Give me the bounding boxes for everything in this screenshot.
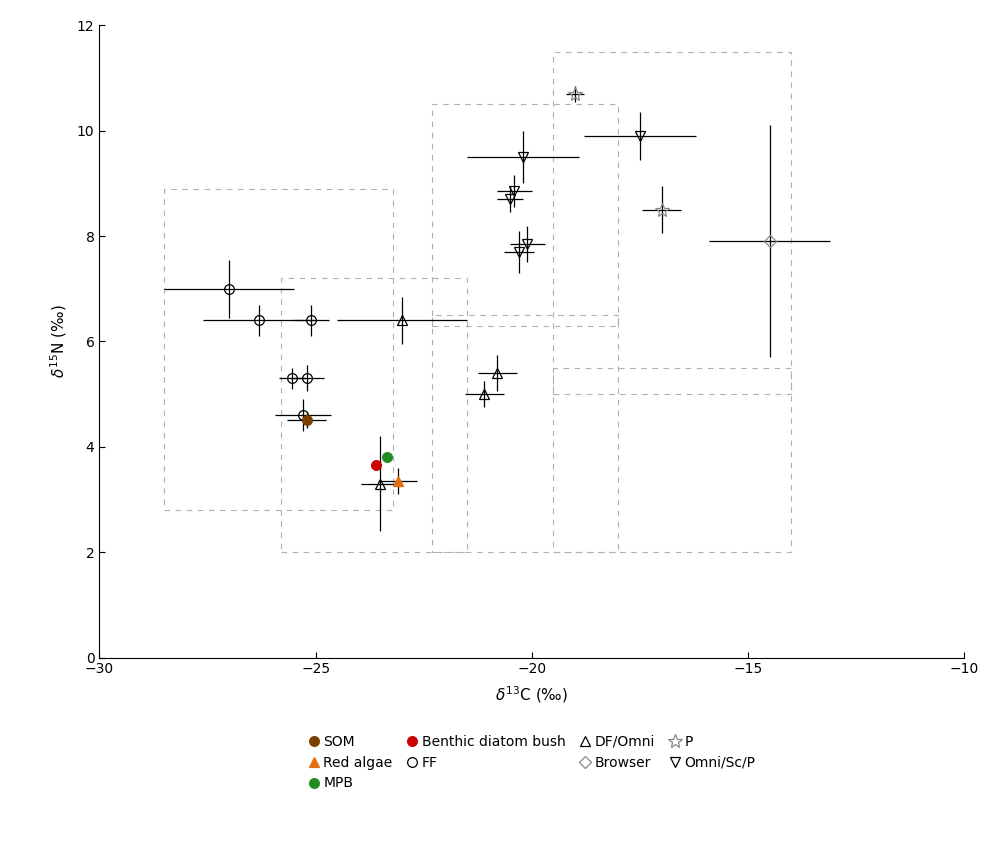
- Bar: [281, 278, 467, 552]
- Bar: [554, 51, 791, 395]
- Legend: SOM, Red algae, MPB, Benthic diatom bush, FF, DF/Omni, Browser, P, Omni/Sc/P: SOM, Red algae, MPB, Benthic diatom bush…: [302, 729, 761, 796]
- Bar: [554, 368, 791, 552]
- Bar: [432, 315, 618, 552]
- Bar: [164, 189, 394, 510]
- Bar: [432, 105, 618, 325]
- X-axis label: $\delta^{13}$C (‰): $\delta^{13}$C (‰): [495, 685, 569, 706]
- Y-axis label: $\delta^{15}$N (‰): $\delta^{15}$N (‰): [48, 304, 69, 379]
